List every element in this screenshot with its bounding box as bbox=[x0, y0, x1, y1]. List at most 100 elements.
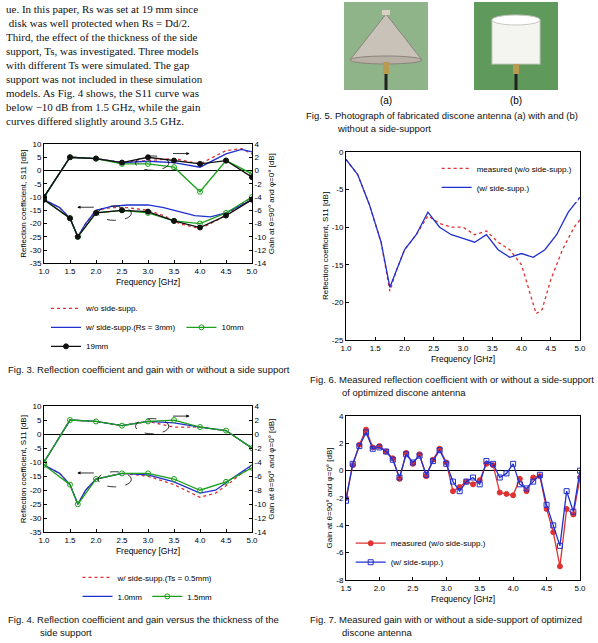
svg-text:3.0: 3.0 bbox=[457, 344, 469, 353]
svg-text:2.0: 2.0 bbox=[374, 584, 386, 593]
svg-text:Reflection coefficient, S11 [d: Reflection coefficient, S11 [dB] bbox=[321, 192, 330, 300]
svg-text:-25: -25 bbox=[30, 500, 42, 509]
svg-text:2.0: 2.0 bbox=[90, 536, 102, 545]
svg-text:19mm: 19mm bbox=[86, 342, 109, 351]
svg-text:Frequency [GHz]: Frequency [GHz] bbox=[431, 594, 495, 604]
svg-text:-8: -8 bbox=[255, 219, 263, 228]
svg-text:-6: -6 bbox=[255, 206, 263, 215]
svg-text:4.5: 4.5 bbox=[541, 584, 553, 593]
svg-text:4.0: 4.0 bbox=[194, 536, 206, 545]
svg-text:-8: -8 bbox=[336, 576, 344, 585]
svg-text:1.5: 1.5 bbox=[370, 344, 382, 353]
svg-text:-4: -4 bbox=[255, 458, 263, 467]
svg-text:2.0: 2.0 bbox=[90, 267, 102, 276]
svg-text:-6: -6 bbox=[336, 548, 344, 557]
svg-text:(b): (b) bbox=[510, 95, 522, 106]
svg-text:w/ side-supp.(Ts = 0.5mm): w/ side-supp.(Ts = 0.5mm) bbox=[117, 574, 212, 583]
svg-text:-25: -25 bbox=[332, 336, 344, 345]
svg-text:4.5: 4.5 bbox=[220, 536, 232, 545]
svg-text:5.0: 5.0 bbox=[246, 267, 258, 276]
svg-text:1.5: 1.5 bbox=[64, 267, 76, 276]
svg-text:-4: -4 bbox=[255, 193, 263, 202]
svg-text:2.5: 2.5 bbox=[116, 536, 128, 545]
svg-text:4: 4 bbox=[339, 412, 344, 421]
svg-text:1.0: 1.0 bbox=[340, 344, 352, 353]
svg-text:Reflection coefficient, S11 [d: Reflection coefficient, S11 [dB] bbox=[19, 415, 28, 523]
svg-text:0: 0 bbox=[339, 466, 344, 475]
svg-text:Frequency [GHz]: Frequency [GHz] bbox=[116, 277, 180, 287]
svg-text:0: 0 bbox=[255, 430, 260, 439]
svg-text:-10: -10 bbox=[255, 233, 267, 242]
svg-text:-20: -20 bbox=[30, 486, 42, 495]
svg-text:(a): (a) bbox=[380, 95, 392, 106]
svg-text:3.0: 3.0 bbox=[142, 267, 154, 276]
svg-text:-20: -20 bbox=[30, 219, 42, 228]
svg-text:2: 2 bbox=[255, 153, 260, 162]
svg-text:-20: -20 bbox=[332, 298, 344, 307]
svg-text:-14: -14 bbox=[255, 528, 267, 537]
svg-text:-6: -6 bbox=[255, 472, 263, 481]
svg-text:4: 4 bbox=[255, 140, 260, 149]
svg-text:4.5: 4.5 bbox=[545, 344, 557, 353]
svg-text:10mm: 10mm bbox=[221, 323, 244, 332]
svg-text:5.0: 5.0 bbox=[574, 584, 586, 593]
svg-text:0: 0 bbox=[37, 430, 42, 439]
svg-text:w/o side-supp.: w/o side-supp. bbox=[85, 304, 138, 313]
svg-text:5.0: 5.0 bbox=[574, 344, 586, 353]
svg-text:3.5: 3.5 bbox=[474, 584, 486, 593]
svg-text:-14: -14 bbox=[255, 259, 267, 268]
svg-text:-35: -35 bbox=[30, 528, 42, 537]
svg-text:5.0: 5.0 bbox=[246, 536, 258, 545]
svg-text:1.0: 1.0 bbox=[38, 536, 50, 545]
svg-text:measured (w/o side-supp.): measured (w/o side-supp.) bbox=[477, 165, 572, 174]
svg-text:10: 10 bbox=[32, 402, 41, 411]
svg-text:3.0: 3.0 bbox=[142, 536, 154, 545]
svg-text:-35: -35 bbox=[30, 259, 42, 268]
svg-text:Frequency [GHz]: Frequency [GHz] bbox=[431, 354, 495, 364]
svg-text:-4: -4 bbox=[336, 521, 344, 530]
svg-text:2: 2 bbox=[255, 416, 260, 425]
svg-text:0: 0 bbox=[339, 148, 344, 157]
svg-text:-10: -10 bbox=[255, 500, 267, 509]
svg-text:(w/ side-supp.): (w/ side-supp.) bbox=[477, 184, 530, 193]
svg-text:-8: -8 bbox=[255, 486, 263, 495]
svg-text:3.0: 3.0 bbox=[441, 584, 453, 593]
svg-text:-25: -25 bbox=[30, 233, 42, 242]
svg-text:4.0: 4.0 bbox=[516, 344, 528, 353]
svg-text:0: 0 bbox=[255, 166, 260, 175]
svg-text:-15: -15 bbox=[30, 206, 42, 215]
svg-text:(w/ side-supp.): (w/ side-supp.) bbox=[391, 558, 444, 567]
svg-text:1.5: 1.5 bbox=[340, 584, 352, 593]
svg-text:4: 4 bbox=[255, 402, 260, 411]
svg-text:3.5: 3.5 bbox=[168, 267, 180, 276]
svg-text:-10: -10 bbox=[332, 223, 344, 232]
svg-text:-30: -30 bbox=[30, 514, 42, 523]
svg-text:5: 5 bbox=[37, 153, 42, 162]
svg-text:3.5: 3.5 bbox=[168, 536, 180, 545]
svg-text:2.5: 2.5 bbox=[116, 267, 128, 276]
svg-text:-12: -12 bbox=[255, 246, 267, 255]
svg-text:1.5mm: 1.5mm bbox=[187, 593, 212, 602]
svg-text:4.5: 4.5 bbox=[220, 267, 232, 276]
svg-text:-5: -5 bbox=[34, 444, 42, 453]
svg-text:1.0: 1.0 bbox=[38, 267, 50, 276]
svg-text:Gain at θ=90° and φ=0° [dB]: Gain at θ=90° and φ=0° [dB] bbox=[267, 153, 276, 254]
svg-text:1.0mm: 1.0mm bbox=[118, 593, 143, 602]
svg-text:2.5: 2.5 bbox=[407, 584, 419, 593]
svg-text:Reflection coefficient, S11 [d: Reflection coefficient, S11 [dB] bbox=[19, 150, 28, 258]
svg-text:-15: -15 bbox=[332, 261, 344, 270]
svg-text:0: 0 bbox=[37, 166, 42, 175]
svg-text:-5: -5 bbox=[336, 185, 344, 194]
svg-text:5: 5 bbox=[37, 416, 42, 425]
svg-text:-30: -30 bbox=[30, 246, 42, 255]
svg-text:Frequency [GHz]: Frequency [GHz] bbox=[116, 546, 180, 556]
svg-text:2: 2 bbox=[339, 439, 344, 448]
svg-text:2.5: 2.5 bbox=[428, 344, 440, 353]
svg-text:measured (w/o side-supp.): measured (w/o side-supp.) bbox=[391, 539, 486, 548]
svg-text:-12: -12 bbox=[255, 514, 267, 523]
svg-text:2.0: 2.0 bbox=[399, 344, 411, 353]
svg-text:4.0: 4.0 bbox=[194, 267, 206, 276]
svg-text:3.5: 3.5 bbox=[487, 344, 499, 353]
svg-text:Gain at θ=90° and φ=0° [dB]: Gain at θ=90° and φ=0° [dB] bbox=[325, 448, 334, 549]
svg-text:-15: -15 bbox=[30, 472, 42, 481]
